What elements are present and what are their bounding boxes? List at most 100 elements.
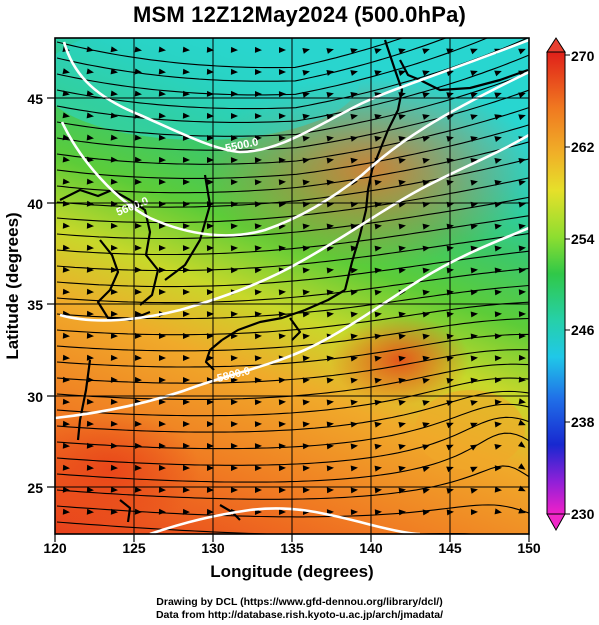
wind-arrowhead — [326, 465, 334, 472]
wind-arrowhead — [374, 223, 382, 230]
wind-arrowhead — [494, 399, 502, 406]
wind-arrowhead — [254, 135, 262, 142]
wind-arrowhead — [182, 355, 190, 362]
wind-arrowhead — [182, 156, 190, 163]
wind-arrowhead — [182, 398, 190, 405]
wind-arrowhead — [470, 179, 478, 186]
wind-arrowhead — [470, 333, 478, 340]
wind-arrowhead — [398, 422, 406, 428]
wind-arrowhead — [134, 222, 142, 229]
wind-arrowhead — [278, 377, 286, 384]
wind-arrowhead — [62, 442, 70, 449]
wind-arrowhead — [254, 443, 262, 450]
wind-arrowhead — [326, 113, 334, 120]
wind-arrowhead — [350, 355, 358, 362]
wind-arrowhead — [374, 267, 382, 274]
wind-arrowhead — [470, 223, 478, 230]
wind-arrowhead — [182, 46, 190, 53]
streamline — [56, 196, 529, 240]
wind-arrowhead — [302, 487, 310, 494]
wind-arrowhead — [302, 157, 310, 164]
wind-arrowhead — [110, 178, 118, 185]
wind-arrowhead — [422, 444, 430, 451]
wind-arrowhead — [470, 487, 478, 494]
wind-arrowhead — [278, 399, 286, 406]
wind-arrowhead — [254, 267, 262, 274]
colorbar-tick-label: 262 — [571, 139, 595, 155]
x-tick-labels: 120 125 130 135 140 145 150 — [43, 540, 541, 556]
wind-arrowhead — [254, 421, 262, 428]
wind-arrowhead — [62, 244, 70, 251]
wind-arrowhead — [350, 157, 358, 164]
wind-arrowhead — [254, 311, 262, 318]
wind-arrowhead — [86, 244, 94, 251]
wind-arrowhead — [326, 443, 334, 450]
wind-arrowhead — [326, 70, 334, 76]
wind-arrowhead — [134, 508, 142, 515]
wind-arrowhead — [494, 70, 502, 77]
wind-arrowhead — [62, 222, 70, 229]
wind-arrowhead — [470, 509, 478, 516]
wind-arrowhead — [422, 311, 430, 318]
wind-arrowhead — [422, 136, 430, 142]
wind-arrowhead — [398, 487, 406, 494]
wind-arrowhead — [518, 398, 526, 405]
wind-arrowhead — [398, 355, 406, 362]
wind-arrowhead — [302, 223, 310, 230]
wind-arrowhead — [110, 134, 118, 141]
wind-arrowhead — [134, 354, 142, 361]
wind-arrowhead — [374, 355, 382, 362]
wind-arrowhead — [158, 134, 166, 141]
wind-arrowhead — [62, 420, 70, 427]
wind-arrowhead — [422, 157, 430, 164]
wind-arrowhead — [422, 223, 430, 230]
streamline — [56, 38, 404, 69]
x-axis-label: Longitude (degrees) — [210, 562, 373, 581]
wind-arrowhead — [326, 48, 334, 54]
wind-arrowhead — [62, 464, 70, 471]
wind-arrowhead — [254, 355, 262, 362]
wind-arrowhead — [182, 223, 190, 230]
wind-arrowhead — [374, 311, 382, 318]
wind-arrowhead — [278, 113, 286, 120]
wind-arrowhead — [182, 90, 190, 97]
wind-arrowhead — [398, 114, 406, 120]
wind-arrowhead — [422, 400, 430, 406]
wind-arrowhead — [206, 46, 214, 53]
wind-arrowhead — [470, 444, 478, 451]
wind-arrowhead — [230, 68, 238, 75]
wind-arrowhead — [470, 92, 478, 99]
wind-arrowhead — [494, 267, 502, 274]
wind-arrowhead — [182, 486, 190, 493]
wind-arrowhead — [110, 464, 118, 471]
wind-arrowhead — [62, 90, 70, 97]
wind-arrowhead — [62, 200, 70, 207]
wind-arrowhead — [398, 157, 406, 164]
wind-arrowhead — [302, 135, 310, 142]
wind-arrowhead — [518, 223, 526, 230]
wind-arrowhead — [206, 68, 214, 75]
colorbar-tick-label: 246 — [571, 322, 595, 338]
wind-arrowhead — [110, 68, 118, 75]
wind-arrowhead — [134, 156, 142, 163]
coastlines — [59, 39, 529, 523]
wind-arrowhead — [206, 223, 214, 230]
wind-arrowhead — [374, 114, 382, 120]
wind-arrowhead — [494, 223, 502, 230]
wind-arrowhead — [254, 465, 262, 472]
wind-arrowhead — [182, 311, 190, 318]
wind-arrowhead — [230, 112, 238, 119]
wind-arrowhead — [278, 465, 286, 472]
colorbar-tick-label: 230 — [571, 506, 595, 522]
wind-arrowhead — [182, 464, 190, 471]
wind-arrowhead — [278, 333, 286, 340]
wind-arrowhead — [158, 464, 166, 471]
wind-arrowhead — [374, 487, 382, 494]
wind-arrowhead — [62, 354, 70, 361]
wind-arrowhead — [374, 48, 382, 55]
wind-arrowhead — [158, 112, 166, 119]
wind-arrowhead — [86, 266, 94, 273]
wind-arrowhead — [470, 267, 478, 274]
wind-arrowhead — [398, 377, 406, 384]
wind-arrowhead — [278, 245, 286, 252]
